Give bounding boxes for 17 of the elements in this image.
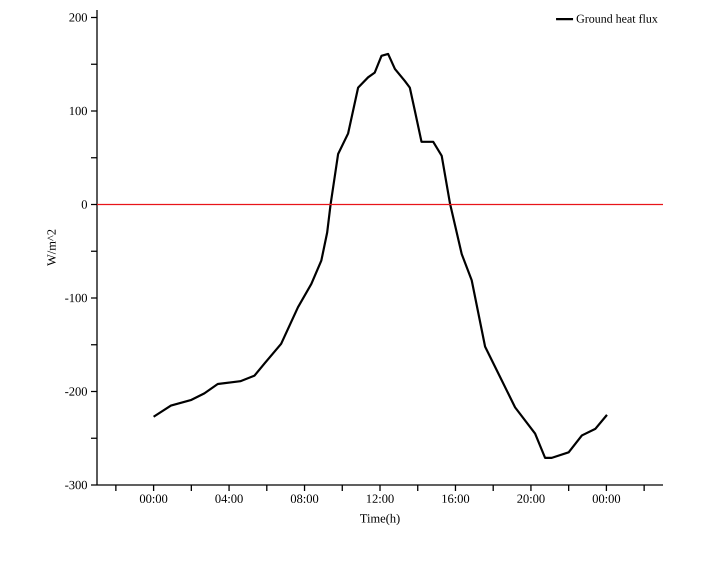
y-tick-label: 100 [70, 106, 87, 116]
y-tick-label: -100 [65, 294, 87, 302]
legend-label: Ground heat flux [576, 14, 658, 23]
x-tick-label: 00:00 [592, 494, 620, 503]
y-tick-label: -300 [65, 480, 87, 490]
y-axis-title: W/m^2 [47, 230, 56, 266]
line-series [152, 52, 608, 459]
x-tick-label: 12:00 [366, 494, 394, 503]
x-axis-title: Time(h) [360, 514, 400, 526]
x-tick-label: 00:00 [140, 494, 168, 503]
x-tick-label: 04:00 [215, 494, 243, 503]
x-tick-label: 16:00 [442, 494, 470, 503]
x-tick-label: 08:00 [290, 494, 318, 503]
y-tick-label: 0 [82, 200, 88, 209]
y-tick-label: 200 [69, 13, 87, 22]
y-tick-label: -200 [65, 387, 87, 396]
x-tick-label: 20:00 [517, 494, 545, 503]
